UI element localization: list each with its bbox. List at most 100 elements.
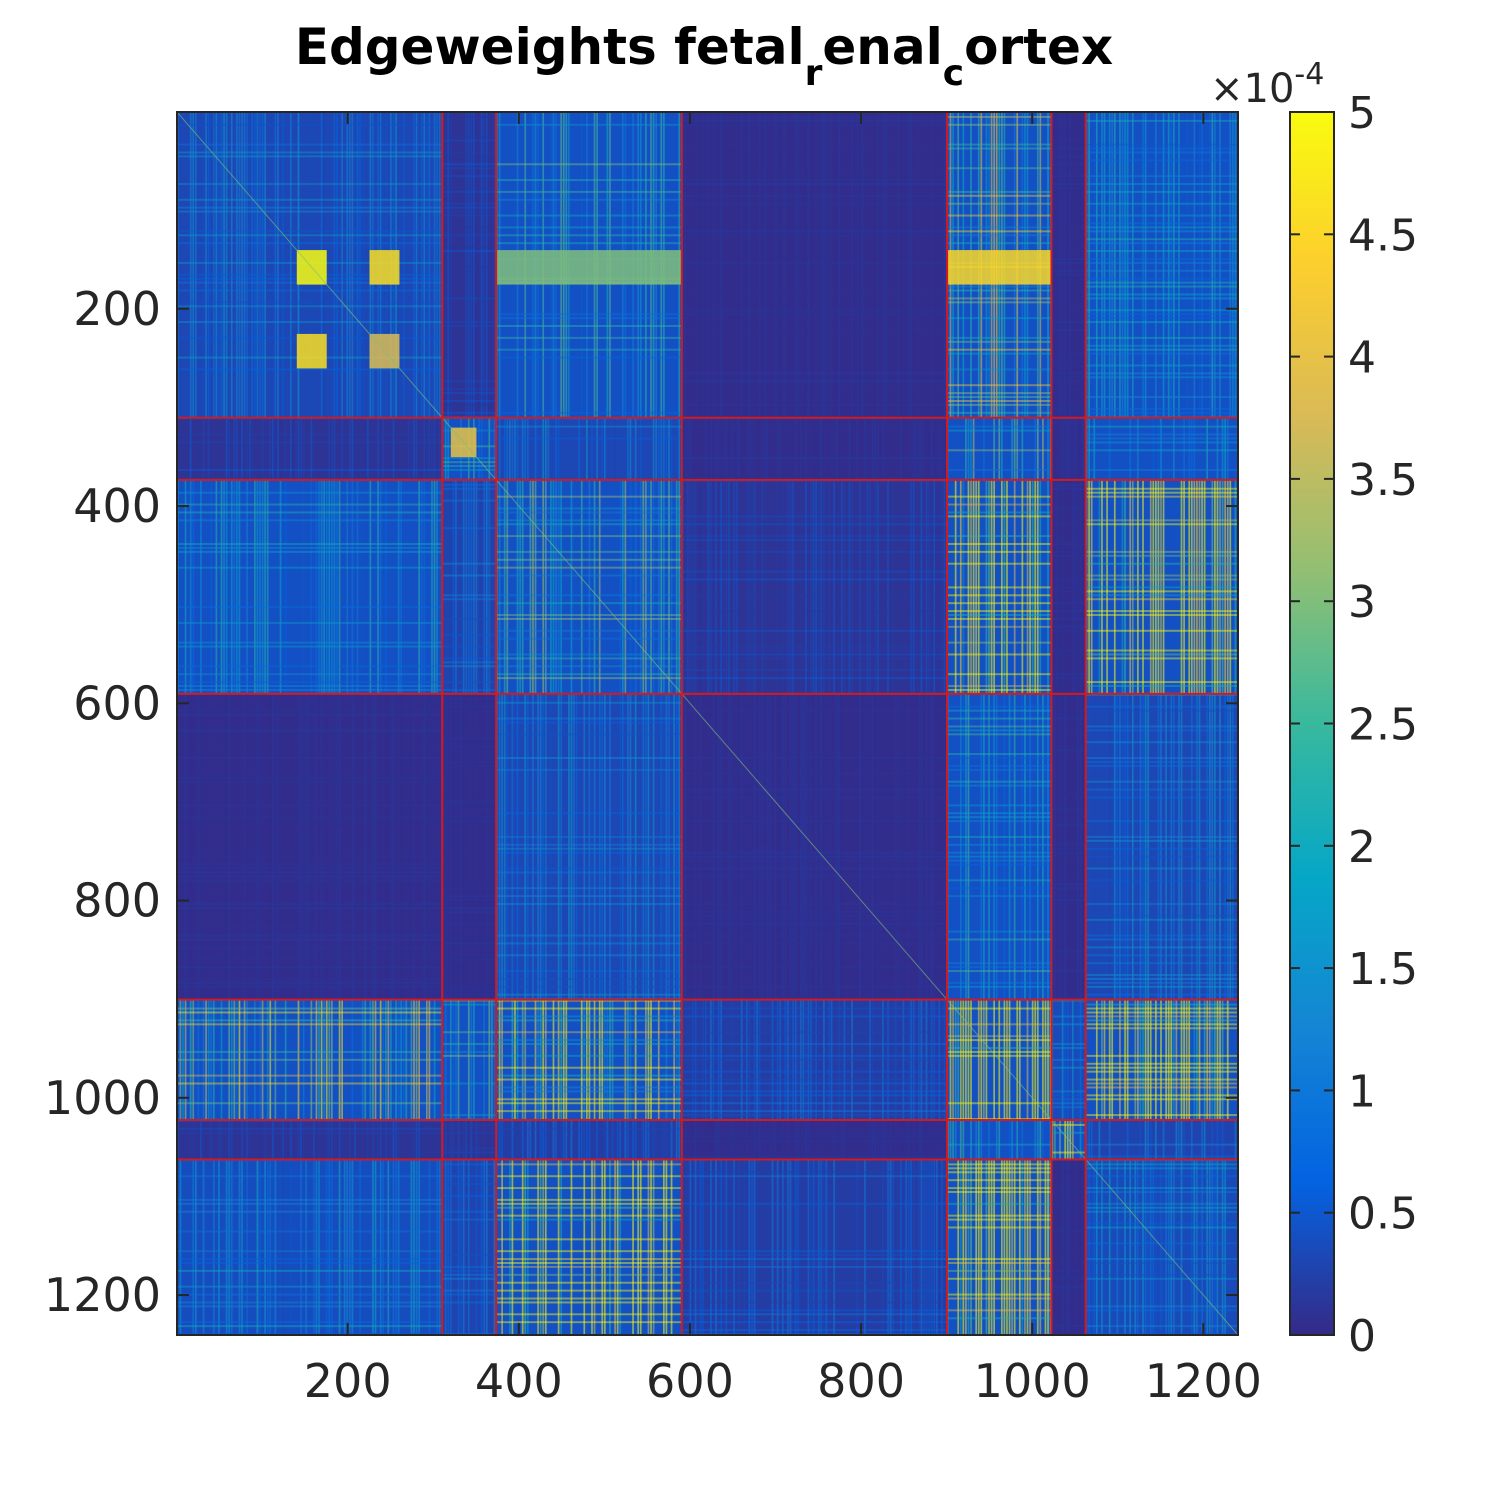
heatmap-cell	[236, 479, 238, 694]
heatmap-cell	[828, 693, 830, 1000]
heatmap-cell	[681, 1281, 948, 1284]
heatmap-cell	[496, 629, 682, 632]
heatmap-cell	[442, 1269, 497, 1272]
heatmap-cell	[442, 135, 497, 138]
heatmap-cell	[681, 461, 948, 464]
heatmap-cell	[328, 417, 331, 480]
heatmap-cell	[947, 384, 1052, 387]
heatmap-cell	[1051, 167, 1086, 170]
heatmap-cell	[717, 693, 720, 1000]
heatmap-cell	[506, 479, 509, 694]
heatmap-cell	[1101, 479, 1103, 694]
heatmap-cell	[920, 1159, 923, 1335]
heatmap-cell	[583, 999, 586, 1120]
heatmap-cell	[395, 1119, 397, 1160]
heatmap-cell	[447, 112, 450, 418]
heatmap-cell	[1180, 1159, 1183, 1335]
heatmap-cell	[712, 999, 715, 1120]
heatmap-cell	[947, 614, 1052, 616]
heatmap-cell	[684, 417, 687, 480]
heatmap-cell	[197, 417, 200, 480]
heatmap-cell	[1051, 1277, 1086, 1280]
heatmap-cell	[442, 246, 497, 249]
heatmap-cell	[348, 1119, 351, 1160]
heatmap-cell	[1085, 918, 1238, 921]
heatmap-cell	[789, 693, 792, 1000]
heatmap-cell	[799, 693, 802, 1000]
heatmap-cell	[933, 999, 936, 1120]
heatmap-cell	[379, 1159, 382, 1335]
heatmap-cell	[552, 479, 555, 694]
heatmap-cell	[1085, 238, 1238, 241]
heatmap-cell	[442, 816, 497, 819]
heatmap-cell	[496, 1273, 682, 1276]
heatmap-cell	[624, 999, 627, 1120]
heatmap-cell	[930, 1159, 933, 1335]
heatmap-cell	[338, 479, 341, 694]
heatmap-cell	[583, 1119, 586, 1160]
heatmap-cell	[225, 417, 228, 480]
heatmap-cell	[1051, 617, 1086, 620]
heatmap-cell	[1085, 974, 1238, 976]
heatmap-cell	[947, 784, 1052, 787]
heatmap-cell	[657, 417, 660, 480]
heatmap-cell	[776, 417, 779, 480]
heatmap-cell	[382, 693, 385, 1000]
heatmap-cell	[444, 1159, 447, 1335]
heatmap-cell	[965, 999, 967, 1120]
heatmap-cell	[534, 999, 537, 1120]
heatmap-cell	[442, 745, 497, 748]
heatmap-cell	[704, 999, 707, 1120]
heatmap-cell	[197, 693, 200, 1000]
heatmap-cell	[562, 999, 565, 1120]
heatmap-cell	[197, 999, 200, 1120]
heatmap-cell	[917, 999, 920, 1120]
heatmap-cell	[681, 261, 948, 264]
heatmap-cell	[660, 693, 663, 1000]
heatmap-cell	[947, 242, 1052, 245]
heatmap-cell	[1160, 1159, 1162, 1335]
heatmap-cell	[573, 693, 575, 1000]
heatmap-cell	[177, 433, 443, 436]
heatmap-cell	[243, 417, 246, 480]
heatmap-cell	[501, 1119, 504, 1160]
heatmap-cell	[1155, 479, 1157, 694]
heatmap-cell	[1211, 999, 1214, 1120]
heatmap-cell	[985, 1159, 988, 1335]
heatmap-cell	[467, 999, 470, 1120]
heatmap-cell	[874, 1119, 877, 1160]
heatmap-cell	[1051, 653, 1086, 656]
heatmap-cell	[442, 403, 497, 406]
heatmap-cell	[1059, 417, 1061, 480]
heatmap-cell	[341, 1119, 343, 1160]
heatmap-cell	[496, 993, 682, 996]
heatmap-cell	[218, 1159, 220, 1335]
heatmap-cell	[923, 1159, 925, 1335]
heatmap-cell	[361, 112, 364, 418]
heatmap-cell	[912, 417, 915, 480]
heatmap-cell	[230, 112, 233, 418]
heatmap-cell	[177, 1230, 443, 1233]
heatmap-cell	[442, 697, 497, 700]
heatmap-cell	[1051, 586, 1086, 589]
heatmap-cell	[933, 1159, 936, 1335]
heatmap-cell	[917, 1159, 920, 1335]
heatmap-cell	[985, 999, 988, 1120]
heatmap-cell	[866, 417, 869, 480]
heatmap-cell	[657, 479, 660, 694]
heatmap-cell	[415, 999, 418, 1120]
heatmap-cell	[949, 1119, 952, 1160]
heatmap-cell	[879, 693, 882, 1000]
heatmap-cell	[177, 914, 443, 917]
heatmap-cell	[720, 479, 723, 694]
heatmap-cell	[511, 1159, 514, 1335]
heatmap-cell	[689, 479, 692, 694]
heatmap-cell	[318, 999, 320, 1120]
heatmap-cell	[1221, 1159, 1224, 1335]
heatmap-cell	[670, 1119, 673, 1160]
heatmap-cell	[1224, 417, 1227, 480]
heatmap-cell	[947, 966, 1052, 969]
x-tick-label: 800	[817, 1354, 905, 1408]
heatmap-cell	[681, 1090, 948, 1093]
heatmap-cell	[455, 999, 457, 1120]
